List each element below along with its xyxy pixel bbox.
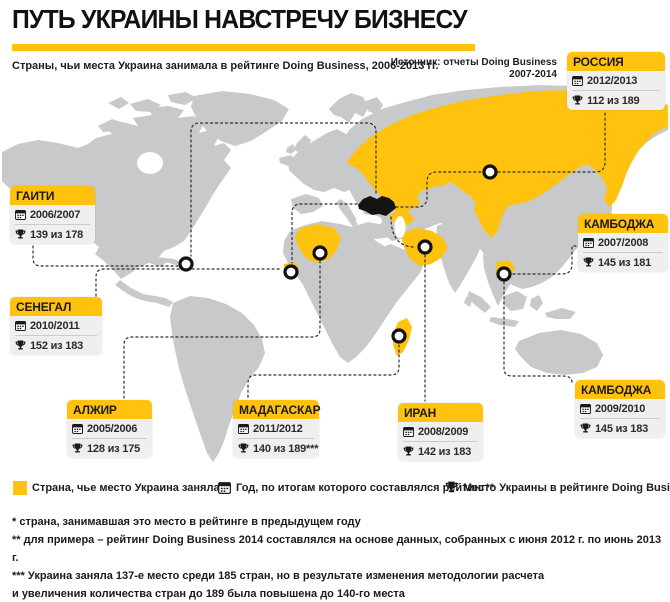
connector-haiti-box <box>32 240 179 267</box>
ukraine-rank: 145 из 183 <box>595 422 649 435</box>
legend-country: Страна, чье место Украина заняла * <box>13 481 227 495</box>
marker-haiti <box>178 256 194 272</box>
ukraine-rank: 140 из 189*** <box>253 442 319 455</box>
rating-year: 2008/2009 <box>418 425 469 438</box>
title-underline <box>12 44 475 51</box>
country-card-haiti: ГАИТИ 2006/2007 139 из 178 <box>10 186 95 244</box>
connector-algeria-box <box>123 260 321 399</box>
calendar-icon <box>15 320 26 331</box>
rating-year: 2006/2007 <box>30 208 81 221</box>
map-country-russia <box>347 90 668 238</box>
map-greenland <box>191 91 289 146</box>
country-name: АЛЖИР <box>67 400 152 419</box>
trophy-icon <box>238 443 249 454</box>
country-name: РОССИЯ <box>567 52 665 71</box>
connector-cambodia1-box <box>512 245 578 275</box>
rating-year: 2010/2011 <box>30 319 80 332</box>
marker-madagascar <box>391 328 407 344</box>
legend-rank: Место Украины в рейтинге Doing Business <box>445 481 670 494</box>
footnote-3: *** Украина заняла 137-е место среди 185… <box>12 570 545 582</box>
footnotes: * страна, занимавшая это место в рейтинг… <box>12 513 670 602</box>
map-australia <box>515 330 603 375</box>
legend-year: Год, по итогам которого составлялся рейт… <box>218 481 494 494</box>
country-name: КАМБОДЖА <box>575 380 665 399</box>
source-line2: 2007-2014 <box>509 69 557 80</box>
dotted-routes <box>32 111 606 402</box>
country-card-cambodia-2008: КАМБОДЖА 2007/2008 145 из 181 <box>578 214 668 272</box>
trophy-icon <box>572 95 583 106</box>
source-line1: Источник: отчеты Doing Business <box>390 57 557 68</box>
map-country-algeria <box>295 224 341 263</box>
country-name: МАДАГАСКАР <box>233 400 321 419</box>
calendar-icon <box>238 423 249 434</box>
map-kazakhstan <box>417 186 476 217</box>
rating-year: 2009/2010 <box>595 402 646 415</box>
calendar-icon <box>403 426 414 437</box>
ukraine-rank: 139 из 178 <box>30 228 84 241</box>
marker-cambodia <box>496 266 512 282</box>
ukraine-rank: 112 из 189 <box>587 94 640 107</box>
route-haiti <box>190 122 377 257</box>
country-name: КАМБОДЖА <box>578 214 668 233</box>
connector-russia-box <box>497 111 606 173</box>
country-swatch-icon <box>13 481 27 495</box>
trophy-icon <box>15 340 26 351</box>
rating-year: 2012/2013 <box>587 74 638 87</box>
footnote-2: ** для примера – рейтинг Doing Business … <box>12 534 662 564</box>
country-name: ИРАН <box>398 403 483 422</box>
country-card-russia: РОССИЯ 2012/2013 112 из 189 <box>567 52 665 110</box>
ukraine-rank: 142 из 183 <box>418 445 472 458</box>
legend-year-label: Год, по итогам которого составлялся рейт… <box>236 481 495 494</box>
map-markers <box>178 164 512 344</box>
ukraine-rank: 145 из 181 <box>598 256 652 269</box>
marker-senegal <box>283 264 299 280</box>
trophy-icon <box>15 229 26 240</box>
subtitle: Страны, чьи места Украина занимала в рей… <box>12 60 439 72</box>
legend-rank-label: Место Украины в рейтинге Doing Business <box>463 481 670 494</box>
calendar-icon <box>15 209 26 220</box>
page-title: ПУТЬ УКРАИНЫ НАВСТРЕЧУ БИЗНЕСУ <box>12 4 468 34</box>
footnote-1: * страна, занимавшая это место в рейтинг… <box>12 516 361 528</box>
rating-year: 2007/2008 <box>598 236 649 249</box>
marker-algeria <box>312 245 328 261</box>
footnote-3-continued: и увеличения количества стран до 189 был… <box>12 588 405 600</box>
country-card-iran: ИРАН 2008/2009 142 из 183 <box>398 403 483 461</box>
route-senegal <box>291 203 358 264</box>
country-card-madagascar: МАДАГАСКАР 2011/2012 140 из 189*** <box>233 400 321 458</box>
calendar-icon <box>218 481 231 494</box>
source-note: Источник: отчеты Doing Business 2007-201… <box>337 57 557 81</box>
country-name: ГАИТИ <box>10 186 95 205</box>
connector-senegal-box <box>95 268 283 297</box>
marker-iran <box>417 239 433 255</box>
trophy-icon <box>445 481 458 494</box>
trophy-icon <box>403 446 414 457</box>
calendar-icon <box>72 423 83 434</box>
route-russia <box>395 171 483 208</box>
ukraine-rank: 128 из 175 <box>87 442 141 455</box>
connector-madagascar-box <box>247 344 400 399</box>
marker-russia <box>482 164 498 180</box>
country-card-senegal: СЕНЕГАЛ 2010/2011 152 из 183 <box>10 297 102 355</box>
calendar-icon <box>583 237 594 248</box>
route-iran <box>390 216 416 248</box>
trophy-icon <box>580 423 591 434</box>
country-card-cambodia-2010: КАМБОДЖА 2009/2010 145 из 183 <box>575 380 665 438</box>
calendar-icon <box>580 403 591 414</box>
rating-year: 2011/2012 <box>253 422 303 435</box>
ukraine-rank: 152 из 183 <box>30 339 84 352</box>
country-card-algeria: АЛЖИР 2005/2006 128 из 175 <box>67 400 152 458</box>
legend-country-label: Страна, чье место Украина заняла * <box>32 482 227 494</box>
trophy-icon <box>583 257 594 268</box>
country-name: СЕНЕГАЛ <box>10 297 102 316</box>
trophy-icon <box>72 443 83 454</box>
map-country-ukraine <box>358 196 396 216</box>
map-north-america <box>2 106 231 279</box>
calendar-icon <box>572 75 583 86</box>
rating-year: 2005/2006 <box>87 422 138 435</box>
